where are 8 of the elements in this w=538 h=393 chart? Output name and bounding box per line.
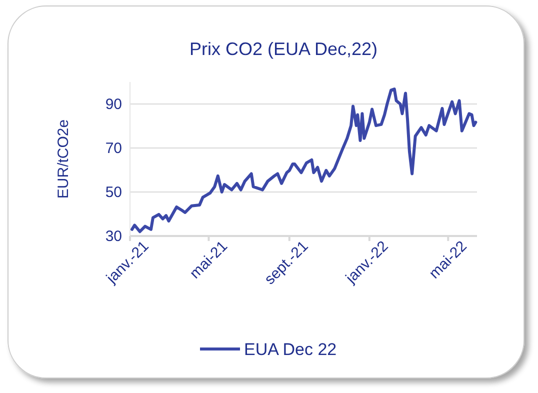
y-tick-label: 50 (105, 184, 122, 201)
y-tick-label: 90 (105, 96, 122, 113)
chart-title: Prix CO2 (EUA Dec,22) (189, 39, 378, 59)
legend-label: EUA Dec 22 (244, 340, 337, 359)
y-axis-title: EUR/tCO2e (55, 119, 72, 199)
line-series (130, 88, 478, 234)
y-tick-label: 70 (105, 140, 122, 157)
y-tick-label: 30 (105, 228, 122, 245)
